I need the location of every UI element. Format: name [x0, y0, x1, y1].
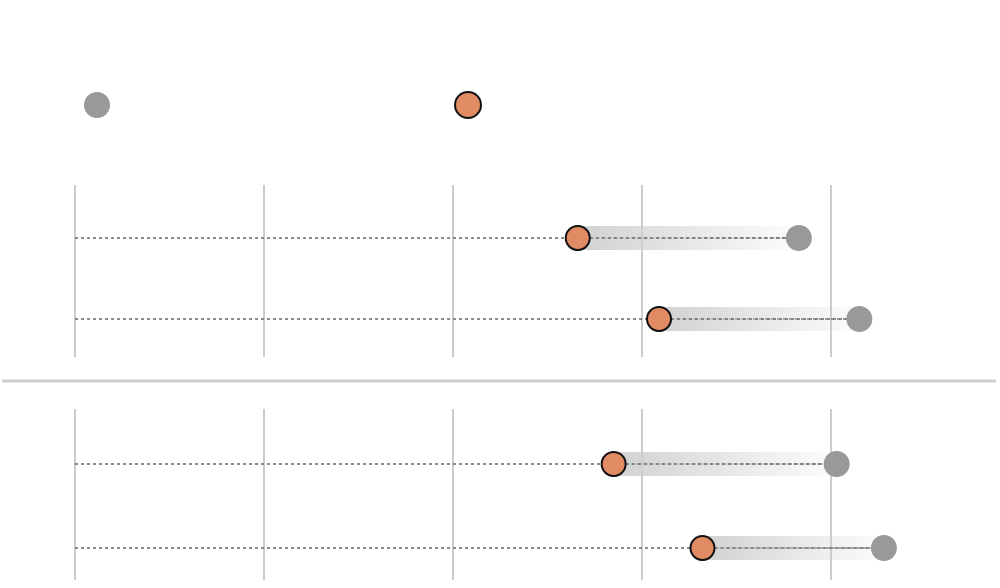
before-point: [846, 306, 873, 332]
before-point: [785, 225, 812, 251]
chart-panel-2: [74, 409, 897, 580]
after-point: [600, 451, 627, 477]
change-band: [613, 452, 837, 476]
legend-item-before: [84, 92, 110, 118]
legend-item-after: [454, 91, 482, 119]
after-point: [564, 225, 591, 251]
before-point: [870, 535, 897, 561]
change-band: [659, 307, 860, 331]
after-point: [689, 535, 716, 561]
legend-marker-after: [454, 91, 482, 119]
chart-panel-1: [74, 185, 873, 357]
after-point: [646, 306, 673, 332]
before-point: [823, 451, 850, 477]
chart-legend: [84, 91, 482, 119]
legend-marker-before: [84, 92, 110, 118]
